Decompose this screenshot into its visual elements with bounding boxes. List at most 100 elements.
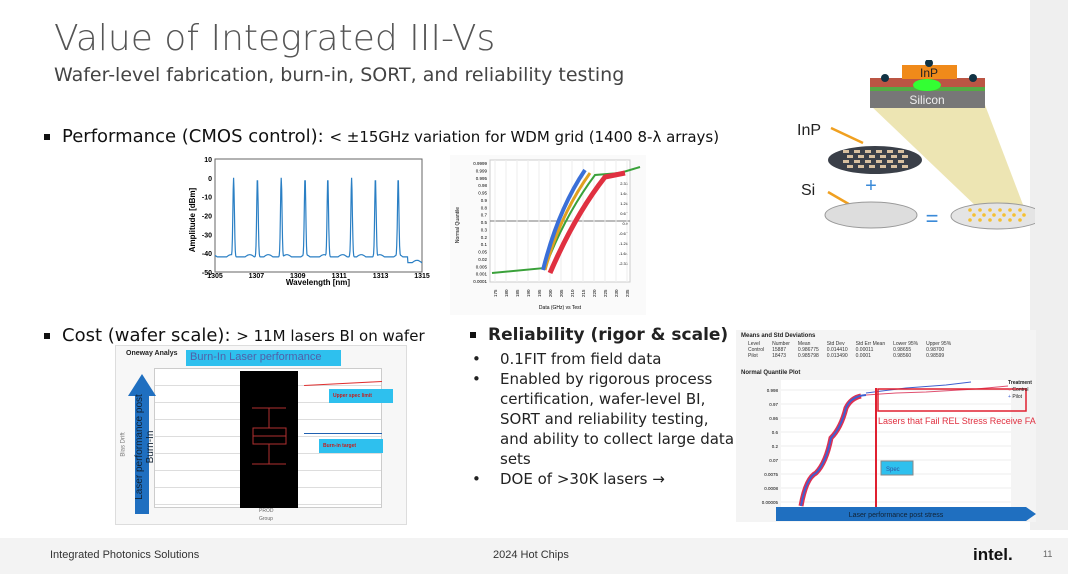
y-tick: 0.8 <box>481 205 488 210</box>
panel-header: Oneway Analys <box>126 350 178 357</box>
series-pilot <box>800 394 867 507</box>
x-tick: 215 <box>581 289 586 297</box>
die <box>887 160 893 163</box>
legend-item-control: ○ Control <box>1008 387 1029 393</box>
y-tick: 0.2 <box>772 444 779 449</box>
die <box>887 150 893 153</box>
laser-dot <box>998 208 1002 212</box>
intel-logo: intel. <box>973 545 1013 564</box>
laser-dot <box>992 213 996 217</box>
reliability-chart: Means and Std Deviations Level Number Mean… <box>736 330 1036 522</box>
x-tick: 1305 <box>207 273 223 280</box>
x-tick: 230 <box>614 289 619 297</box>
footer-center: 2024 Hot Chips <box>493 549 569 561</box>
table-cell: Std Err Mean <box>855 341 886 347</box>
x-tick: 180 <box>504 289 509 297</box>
die <box>876 160 882 163</box>
y-tick: 0.07 <box>769 458 778 463</box>
series-red <box>547 170 626 274</box>
right-tick: -0.67 <box>619 231 629 236</box>
bullet-text: < ±15GHz variation for WDM grid (1400 8-… <box>329 128 720 146</box>
scatter-cloud <box>240 371 298 508</box>
laser-dot <box>1008 208 1012 212</box>
x-tick: 220 <box>592 289 597 297</box>
si-wafer-label: Si <box>801 182 815 199</box>
right-tick: 1.28 <box>620 201 629 206</box>
electrode-icon <box>969 74 977 82</box>
laser-dot <box>968 218 972 222</box>
electrode-icon <box>925 60 933 67</box>
laser-dots <box>968 208 1026 222</box>
table-cell: 0.014410 <box>826 347 848 353</box>
y-tick: -40 <box>202 251 212 258</box>
footer: Integrated Photonics Solutions 2024 Hot … <box>0 538 1068 574</box>
right-tick: 0.0 <box>622 221 628 226</box>
y-tick: 0.5 <box>481 220 488 225</box>
electrode-icon <box>881 74 889 82</box>
pointer-line <box>830 126 864 145</box>
right-tick: 2.33 <box>620 181 629 186</box>
bullet-performance: Performance (CMOS control): < ±15GHz var… <box>44 126 719 147</box>
equals-sign: = <box>926 206 939 231</box>
table-cell: 0.98655 <box>893 347 912 353</box>
up-arrow-icon <box>128 374 156 514</box>
x-tick: 1311 <box>332 273 347 280</box>
spectrum-line <box>214 177 422 264</box>
laser-dot <box>1012 213 1016 217</box>
laser-dot <box>1022 213 1026 217</box>
laser-dot <box>1008 218 1012 222</box>
y-tick: 0.9 <box>481 198 488 203</box>
right-tick: 0.67 <box>620 211 629 216</box>
upper-spec-label: Upper spec limit <box>329 389 393 403</box>
die <box>843 160 849 163</box>
right-tick: -2.33 <box>619 261 629 266</box>
table-cell: 0.98700 <box>926 347 945 353</box>
inp-dies <box>843 150 908 168</box>
table-cell: 0.98560 <box>893 353 912 359</box>
table-cell: Number <box>772 341 790 347</box>
bullet-icon <box>470 332 476 338</box>
laser-dot <box>1018 208 1022 212</box>
footer-left: Integrated Photonics Solutions <box>50 549 200 561</box>
optical-mode <box>913 79 941 91</box>
x-tick: 205 <box>559 289 564 297</box>
y-tick: 0.95 <box>478 191 487 196</box>
x-tick: 1309 <box>290 273 306 280</box>
burnin-chart: Oneway Analys Burn-In Laser performance … <box>115 345 407 525</box>
die <box>858 165 864 168</box>
y-tick: 0.00005 <box>762 500 779 505</box>
series-orange <box>543 172 592 271</box>
y-tick: 0.001 <box>476 272 488 277</box>
die <box>854 160 860 163</box>
die <box>902 155 908 158</box>
table-cell: 0.0001 <box>855 353 871 359</box>
table-cell: 0.013490 <box>826 353 848 359</box>
laser-dot <box>972 213 976 217</box>
table-row: Pilot 18473 0.985798 0.013490 0.0001 0.98560 0… <box>744 353 955 359</box>
right-tick: 1.64 <box>620 191 629 196</box>
table-cell: 0.00011 <box>855 347 874 353</box>
spec-label: Spec <box>886 467 900 473</box>
laser-dot <box>982 213 986 217</box>
y-tick: -20 <box>202 214 212 221</box>
means-table: Level Number Mean Std Dev Std Err Mean Lower … <box>744 341 955 359</box>
y-tick: 0.05 <box>478 250 487 255</box>
bullet-icon <box>44 333 50 339</box>
y-tick: 0.2 <box>481 235 488 240</box>
y-tick: 0.0008 <box>764 486 778 491</box>
x-tick: 175 <box>493 289 498 297</box>
y-tick: 0.98 <box>478 183 487 188</box>
table-cell: Mean <box>797 341 811 347</box>
target-arrow <box>304 433 382 434</box>
arrow-label: Laser performance post stress <box>849 512 944 519</box>
y-tick: 0.97 <box>769 402 778 407</box>
laser-dot <box>998 218 1002 222</box>
y-tick: 0.9999 <box>473 161 487 166</box>
legend-item-pilot: + Pilot <box>1008 394 1023 400</box>
table-cell: Std Dev <box>826 341 845 347</box>
inp-label: InP <box>920 66 938 80</box>
die <box>898 150 904 153</box>
table-cell: Pilot <box>748 353 758 359</box>
x-tick: 235 <box>625 289 630 297</box>
y-tick: -10 <box>202 195 212 202</box>
